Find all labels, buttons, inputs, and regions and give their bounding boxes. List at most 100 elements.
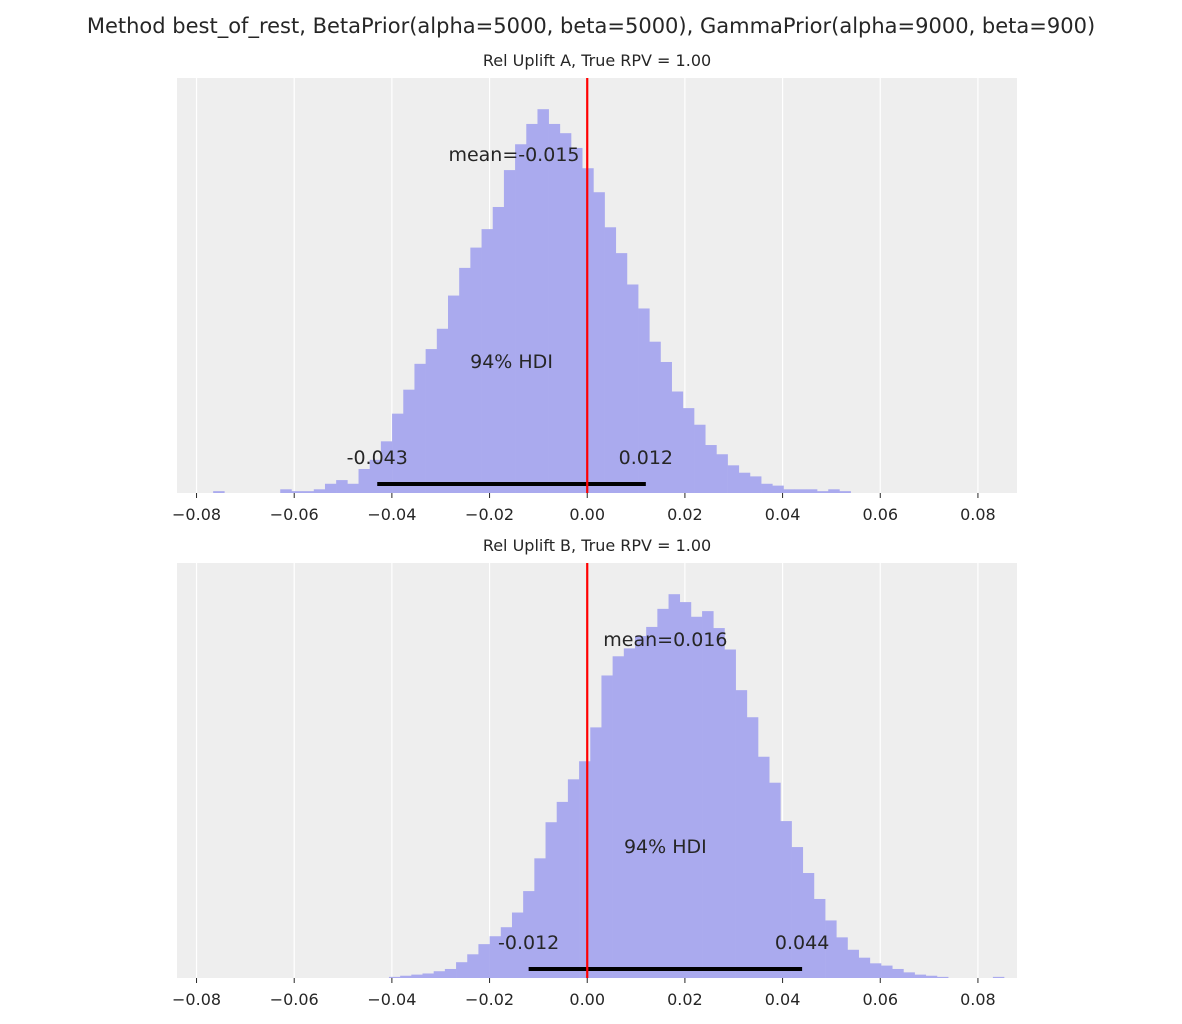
histogram-bar-a-48 [749, 476, 762, 493]
histogram-bar-a-20 [436, 328, 449, 493]
histogram-bar-b-38 [813, 898, 826, 978]
histogram-bar-b-1 [400, 975, 412, 978]
histogram-bar-b-37 [802, 873, 815, 978]
histogram-bar-b-19 [601, 675, 613, 978]
histogram-bar-a-16 [392, 413, 404, 493]
histogram-bar-b-43 [869, 963, 882, 978]
histogram-bar-b-0 [388, 976, 401, 978]
histogram-bar-b-13 [534, 858, 546, 978]
histogram-bar-a-9 [313, 489, 326, 493]
histogram-bar-a-44 [705, 445, 717, 493]
x-tick-label-a-2: −0.04 [367, 505, 416, 524]
hdi-label-b: 94% HDI [624, 836, 707, 858]
histogram-bar-a-12 [347, 483, 359, 493]
histogram-bar-a-10 [324, 483, 337, 493]
panel-b: mean=0.016 94% HDI -0.012 0.044 Rel Uplift B… [172, 536, 1017, 1009]
histogram-bar-a-31 [559, 133, 572, 493]
histogram-bar-b-40 [836, 937, 848, 978]
histogram-bar-a-6 [280, 489, 292, 493]
panels: mean=-0.015 94% HDI -0.043 0.012 Rel Uplift … [172, 51, 1017, 1009]
histogram-bar-a-22 [459, 267, 471, 493]
histogram-bar-a-41 [671, 391, 684, 493]
histogram-bar-b-23 [646, 626, 658, 978]
hdi-low-label-a: -0.043 [347, 447, 408, 469]
histogram-bar-a-21 [447, 295, 460, 493]
x-tick-label-b-2: −0.04 [367, 990, 416, 1009]
histogram-bar-b-42 [858, 957, 871, 978]
histogram-bar-b-7 [467, 954, 479, 978]
histogram-bar-b-15 [556, 801, 569, 978]
x-tick-label-a-4: 0.00 [569, 505, 605, 524]
histogram-bar-b-46 [903, 972, 915, 978]
histogram-bar-a-29 [537, 109, 549, 493]
mean-label-a: mean=-0.015 [448, 144, 579, 166]
x-tick-label-b-7: 0.06 [862, 990, 898, 1009]
histogram-bar-b-28 [702, 611, 714, 978]
histogram-bar-b-9 [489, 936, 502, 978]
histogram-bar-b-24 [657, 608, 669, 978]
histogram-bar-a-30 [548, 123, 561, 493]
histogram-bar-a-25 [492, 206, 505, 493]
histogram-bar-a-11 [336, 480, 348, 493]
x-tick-label-a-1: −0.06 [270, 505, 319, 524]
histogram-bar-b-35 [780, 821, 792, 978]
x-tick-label-b-6: 0.04 [765, 990, 801, 1009]
histogram-bar-a-24 [481, 229, 494, 493]
x-tick-label-a-0: −0.08 [172, 505, 221, 524]
histogram-bar-b-14 [545, 822, 558, 978]
histogram-bar-a-46 [727, 465, 740, 493]
histogram-bar-a-45 [716, 454, 728, 493]
histogram-bar-b-44 [881, 965, 893, 978]
panel-title-a: Rel Uplift A, True RPV = 1.00 [483, 51, 711, 70]
histogram-bar-b-18 [590, 727, 602, 978]
histogram-bar-a-43 [694, 424, 706, 493]
histogram-bar-a-56 [839, 491, 851, 493]
x-tick-label-b-8: 0.08 [960, 990, 996, 1009]
histogram-bar-a-23 [470, 247, 482, 493]
histogram-bar-b-16 [567, 779, 580, 978]
histogram-bar-a-37 [626, 284, 639, 493]
histogram-bar-b-32 [746, 717, 759, 978]
histogram-bar-a-47 [738, 472, 751, 493]
histogram-bar-b-45 [892, 968, 904, 978]
histogram-bar-a-34 [593, 192, 605, 493]
x-tick-label-b-5: 0.02 [667, 990, 703, 1009]
histogram-bar-b-22 [634, 635, 647, 978]
x-tick-label-b-3: −0.02 [465, 990, 514, 1009]
histogram-bar-a-27 [515, 144, 527, 493]
histogram-bar-a-32 [571, 147, 583, 493]
histogram-bar-b-33 [758, 756, 770, 978]
x-tick-label-a-3: −0.02 [465, 505, 514, 524]
histogram-bar-b-31 [735, 690, 748, 978]
histogram-bar-b-2 [411, 974, 423, 978]
histogram-bar-b-17 [579, 761, 591, 978]
histogram-bar-a-51 [783, 489, 795, 493]
histogram-bar-a-18 [414, 363, 426, 493]
histogram-bar-a-19 [425, 349, 438, 493]
x-tick-label-a-8: 0.08 [960, 505, 996, 524]
histogram-bar-a-42 [682, 408, 695, 493]
histogram-bar-a-39 [649, 341, 661, 493]
histogram-bar-b-30 [724, 649, 736, 978]
histogram-bar-a-55 [828, 489, 840, 493]
histogram-bar-b-47 [914, 974, 927, 978]
histogram-bar-a-35 [604, 227, 617, 494]
histogram-bar-a-14 [369, 459, 382, 493]
x-tick-label-a-5: 0.02 [667, 505, 703, 524]
histogram-bar-b-49 [936, 976, 949, 978]
histogram-bar-a-0 [213, 491, 225, 493]
histogram-bar-a-54 [817, 491, 829, 493]
histogram-bar-a-17 [403, 389, 415, 493]
histogram-bar-b-5 [444, 968, 457, 978]
histogram-bar-b-34 [769, 782, 781, 978]
histogram-bar-b-8 [478, 944, 490, 978]
histogram-bar-a-40 [660, 361, 672, 493]
histogram-bar-a-28 [526, 123, 538, 493]
hdi-low-label-b: -0.012 [498, 932, 559, 954]
panel-title-b: Rel Uplift B, True RPV = 1.00 [483, 536, 711, 555]
histogram-bar-b-29 [713, 628, 725, 978]
histogram-bar-b-41 [847, 949, 859, 978]
x-tick-label-b-0: −0.08 [172, 990, 221, 1009]
histogram-bar-b-3 [422, 973, 434, 978]
x-tick-label-a-7: 0.06 [862, 505, 898, 524]
